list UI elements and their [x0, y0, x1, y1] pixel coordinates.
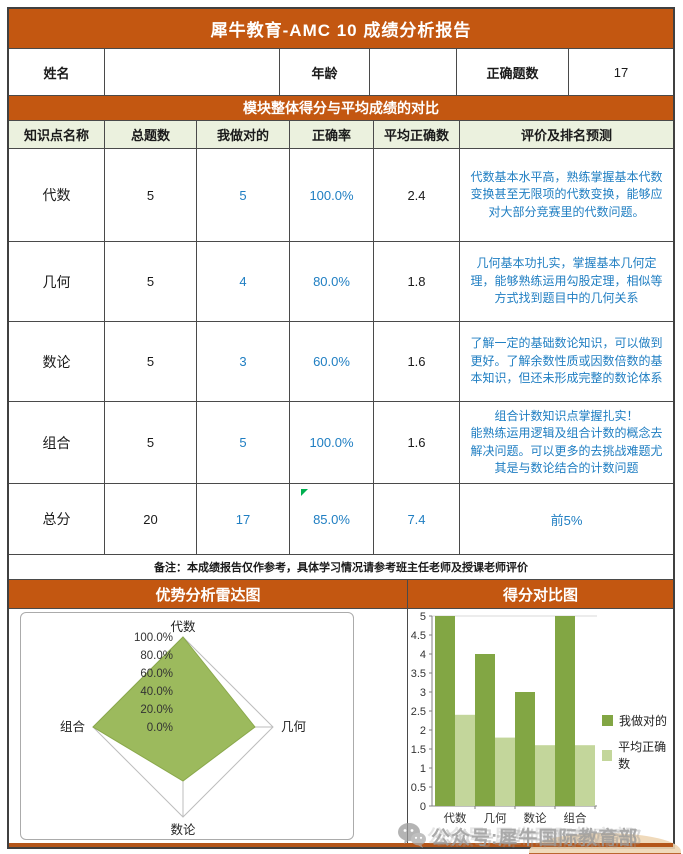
svg-text:2: 2 [420, 725, 426, 737]
evaluation-comment: 组合计数知识点掌握扎实！ 能熟练运用逻辑及组合计数的概念去解决问题。可以更多的去… [460, 402, 673, 484]
watermark-text: 公众号:犀牛国际教育部 [431, 827, 639, 849]
total-questions: 5 [105, 322, 197, 402]
legend-item: 平均正确数 [602, 738, 673, 772]
correct-rate: 100.0% [290, 402, 374, 484]
svg-text:4: 4 [420, 649, 426, 661]
svg-text:60.0%: 60.0% [140, 668, 173, 680]
svg-text:代数: 代数 [444, 811, 467, 825]
svg-text:数论: 数论 [524, 811, 547, 825]
bar-chart: 0 0.5 1 1.5 2 2.5 3 3.5 4 4.5 5 代数 几何 数论 组合 [411, 611, 597, 825]
col-header-evaluation: 评价及排名预测 [460, 121, 673, 149]
page-title: 犀牛教育-AMC 10 成绩分析报告 [9, 9, 673, 49]
evaluation-comment: 了解一定的基础数论知识，可以做到更好。了解余数性质或因数倍数的基本知识，但还未形… [460, 322, 673, 402]
bottom-rule [9, 843, 673, 847]
series1-swatch-icon [602, 715, 613, 726]
svg-text:几何: 几何 [484, 812, 507, 825]
legend-item: 我做对的 [602, 712, 673, 729]
svg-text:20.0%: 20.0% [140, 704, 173, 716]
total-questions: 5 [105, 402, 197, 484]
total-questions: 5 [105, 242, 197, 322]
average-correct: 1.8 [374, 242, 460, 322]
col-header-rate: 正确率 [290, 121, 374, 149]
svg-text:0.0%: 0.0% [147, 722, 173, 734]
age-value [370, 49, 457, 96]
svg-text:2.5: 2.5 [411, 706, 426, 718]
svg-text:代数: 代数 [170, 619, 196, 634]
cell-corner-marker [301, 489, 308, 496]
average-correct: 7.4 [374, 484, 460, 555]
evaluation-comment: 几何基本功扎实，掌握基本几何定理，能够熟练运用勾股定理，相似等方式找到题目中的几… [460, 242, 673, 322]
my-correct: 17 [197, 484, 290, 555]
correct-count-value: 17 [569, 49, 673, 96]
evaluation-comment: 代数基本水平高，熟练掌握基本代数变换甚至无限项的代数变换，能够应对大部分竞赛里的… [460, 149, 673, 242]
svg-text:1.5: 1.5 [411, 744, 426, 756]
total-questions: 5 [105, 149, 197, 242]
legend-label: 平均正确数 [618, 740, 667, 771]
table-row: 组合 5 5 100.0% 1.6 组合计数知识点掌握扎实！ 能熟练运用逻辑及组… [9, 402, 673, 484]
info-row: 姓名 年龄 正确题数 17 [9, 49, 673, 96]
table-row: 几何 5 4 80.0% 1.8 几何基本功扎实，掌握基本几何定理，能够熟练运用… [9, 242, 673, 322]
svg-text:80.0%: 80.0% [140, 650, 173, 662]
svg-text:3.5: 3.5 [411, 668, 426, 680]
series2-swatch-icon [602, 749, 613, 761]
svg-text:1: 1 [420, 763, 426, 775]
correct-rate: 100.0% [290, 149, 374, 242]
svg-text:3: 3 [420, 687, 426, 699]
svg-text:数论: 数论 [170, 822, 196, 837]
remark-note: 备注：本成绩报告仅作参考，具体学习情况请参考班主任老师及授课老师评价 [9, 555, 673, 580]
col-header-average: 平均正确数 [374, 121, 460, 149]
col-header-topic: 知识点名称 [9, 121, 105, 149]
table-row: 数论 5 3 60.0% 1.6 了解一定的基础数论知识，可以做到更好。了解余数… [9, 322, 673, 402]
correct-rate: 80.0% [290, 242, 374, 322]
wechat-icon [398, 823, 426, 848]
svg-text:组合: 组合 [564, 811, 587, 825]
svg-text:5: 5 [420, 611, 426, 623]
topic-name: 组合 [9, 402, 105, 484]
correct-rate: 60.0% [290, 322, 374, 402]
correct-rate: 85.0% [290, 484, 374, 555]
svg-text:4.5: 4.5 [411, 630, 426, 642]
svg-text:0.5: 0.5 [411, 782, 426, 794]
average-correct: 2.4 [374, 149, 460, 242]
panel-divider [407, 580, 408, 843]
legend-label: 我做对的 [619, 714, 668, 728]
table-header-row: 知识点名称 总题数 我做对的 正确率 平均正确数 评价及排名预测 [9, 121, 673, 149]
bar-chart-title: 得分对比图 [407, 580, 673, 609]
average-correct: 1.6 [374, 402, 460, 484]
topic-name: 总分 [9, 484, 105, 555]
table-total-row: 总分 20 17 85.0% 7.4 前5% [9, 484, 673, 555]
table-row: 代数 5 5 100.0% 2.4 代数基本水平高，熟练掌握基本代数变换甚至无限… [9, 149, 673, 242]
report-sheet: 犀牛教育-AMC 10 成绩分析报告 姓名 年龄 正确题数 17 模块整体得分与… [7, 7, 681, 854]
section-title: 模块整体得分与平均成绩的对比 [9, 96, 673, 121]
radar-chart-title: 优势分析雷达图 [9, 580, 407, 609]
total-questions: 20 [105, 484, 197, 555]
bar-chart-legend: 我做对的 平均正确数 [602, 712, 673, 772]
col-header-total: 总题数 [105, 121, 197, 149]
average-correct: 1.6 [374, 322, 460, 402]
watermark: 公众号:犀牛国际教育部 [397, 822, 638, 850]
rank-prediction: 前5% [460, 484, 673, 555]
name-value [105, 49, 280, 96]
my-correct: 4 [197, 242, 290, 322]
svg-text:0: 0 [420, 801, 426, 813]
svg-text:组合: 组合 [60, 719, 86, 734]
col-header-mine: 我做对的 [197, 121, 290, 149]
svg-text:100.0%: 100.0% [134, 632, 173, 644]
svg-text:几何: 几何 [281, 719, 307, 734]
topic-name: 数论 [9, 322, 105, 402]
my-correct: 5 [197, 149, 290, 242]
name-label: 姓名 [9, 49, 105, 96]
correct-count-label: 正确题数 [457, 49, 569, 96]
topic-name: 代数 [9, 149, 105, 242]
age-label: 年龄 [280, 49, 370, 96]
my-correct: 3 [197, 322, 290, 402]
topic-name: 几何 [9, 242, 105, 322]
my-correct: 5 [197, 402, 290, 484]
svg-text:40.0%: 40.0% [140, 686, 173, 698]
chart-headers-row: 优势分析雷达图 得分对比图 [9, 580, 673, 609]
